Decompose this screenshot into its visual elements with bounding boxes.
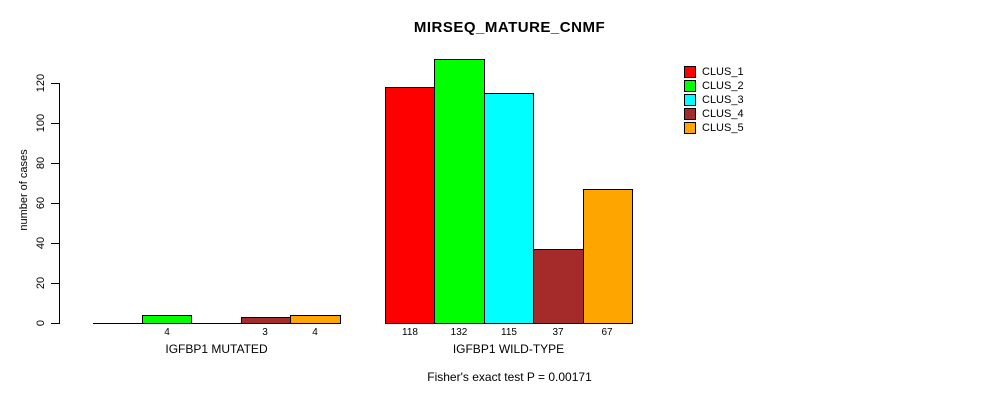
annotation-text: Fisher's exact test P = 0.00171: [427, 370, 592, 384]
legend-label: CLUS_5: [702, 122, 744, 134]
y-tick-label: 120: [35, 73, 47, 93]
y-tick-label: 80: [35, 156, 47, 170]
group-label: IGFBP1 MUTATED: [165, 342, 268, 356]
group-baseline: [93, 323, 340, 324]
y-tick: [51, 83, 59, 84]
chart-title: MIRSEQ_MATURE_CNMF: [413, 19, 606, 36]
y-tick: [51, 203, 59, 204]
legend: CLUS_1 CLUS_2 CLUS_3 CLUS_4 CLUS_5: [684, 66, 744, 136]
y-tick: [51, 283, 59, 284]
y-axis: [59, 83, 60, 324]
y-tick-label: 0: [35, 319, 47, 327]
legend-label: CLUS_2: [702, 80, 744, 92]
legend-swatch-icon: [684, 66, 696, 78]
bar-value-label: 118: [402, 327, 418, 338]
y-tick-label: 20: [35, 276, 47, 290]
y-tick-label: 60: [35, 196, 47, 210]
bar-value-label: 4: [312, 327, 318, 338]
legend-label: CLUS_4: [702, 108, 744, 120]
legend-swatch-icon: [684, 122, 696, 134]
legend-row: CLUS_5: [684, 122, 744, 134]
bar: [583, 189, 633, 324]
legend-swatch-icon: [684, 108, 696, 120]
legend-row: CLUS_1: [684, 66, 744, 78]
legend-row: CLUS_4: [684, 108, 744, 120]
y-tick-label: 100: [35, 113, 47, 133]
bar: [385, 87, 435, 324]
bar: [484, 93, 534, 324]
bar-value-label: 3: [262, 327, 268, 338]
bar: [434, 59, 485, 324]
legend-row: CLUS_2: [684, 80, 744, 92]
bar-value-label: 67: [601, 327, 613, 338]
legend-swatch-icon: [684, 94, 696, 106]
y-tick: [51, 323, 59, 324]
y-tick: [51, 243, 59, 244]
y-tick: [51, 163, 59, 164]
bar: [241, 317, 291, 324]
legend-label: CLUS_1: [702, 66, 744, 78]
legend-row: CLUS_3: [684, 94, 744, 106]
bar-value-label: 37: [552, 327, 564, 338]
bar-value-label: 115: [501, 327, 517, 338]
group-label: IGFBP1 WILD-TYPE: [452, 342, 565, 356]
y-tick-label: 40: [35, 236, 47, 250]
bar: [290, 315, 341, 324]
legend-swatch-icon: [684, 80, 696, 92]
legend-label: CLUS_3: [702, 94, 744, 106]
y-tick: [51, 123, 59, 124]
bar-value-label: 132: [450, 327, 468, 338]
bar-value-label: 4: [164, 327, 170, 338]
y-axis-label: number of cases: [18, 149, 30, 231]
bar: [533, 249, 584, 324]
bar: [142, 315, 192, 324]
